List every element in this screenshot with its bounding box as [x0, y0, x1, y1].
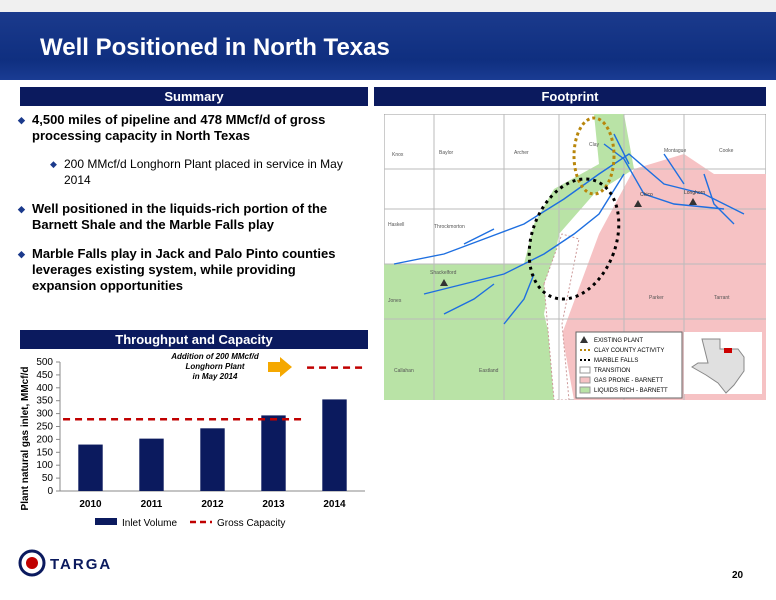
throughput-heading: Throughput and Capacity	[20, 330, 368, 349]
bar	[322, 399, 347, 491]
county-label: Clay	[589, 142, 600, 148]
legend-label: TRANSITION	[594, 368, 630, 374]
y-tick-label: 50	[42, 473, 54, 484]
annotation: Longhorn Plant	[185, 362, 244, 371]
annotation: Addition of 200 MMcf/d	[170, 352, 260, 361]
plant-label: Longhorn	[684, 190, 705, 196]
legend-swatch	[579, 386, 591, 394]
county-label: Callahan	[394, 368, 414, 374]
legend-swatch	[579, 366, 591, 374]
county-label: Tarrant	[714, 295, 730, 301]
map-legend-items: EXISTING PLANT CLAY COUNTY ACTIVITY MARBLE…	[579, 336, 668, 394]
legend-swatch	[95, 518, 117, 525]
y-tick-label: 0	[47, 486, 53, 497]
legend-swatch	[580, 336, 588, 343]
legend-label: GAS PRONE - BARNETT	[594, 378, 663, 384]
county-label: Shackelford	[430, 270, 457, 276]
county-label: Baylor	[439, 150, 454, 156]
marble-falls-outline	[527, 177, 621, 301]
legend-label: LIQUIDS RICH - BARNETT	[594, 388, 668, 394]
county-label: Eastland	[479, 368, 499, 374]
summary-list: 4,500 miles of pipeline and 478 MMcf/d o…	[18, 112, 348, 307]
pipelines	[393, 133, 745, 325]
bar	[200, 428, 225, 491]
y-tick-label: 200	[36, 434, 53, 445]
y-tick-label: 250	[36, 422, 53, 433]
sub-bullet-text: 200 MMcf/d Longhorn Plant placed in serv…	[64, 157, 343, 187]
bar	[139, 438, 164, 491]
bullet: Well positioned in the liquids-rich port…	[18, 201, 348, 233]
y-tick-label: 400	[36, 383, 53, 394]
plant-label: Chico	[640, 192, 653, 198]
x-tick-label: 2014	[323, 499, 346, 510]
county-label: Throckmorton	[434, 224, 465, 230]
y-tick-label: 350	[36, 396, 53, 407]
bullet-text: 4,500 miles of pipeline and 478 MMcf/d o…	[32, 112, 326, 143]
page-number: 20	[732, 570, 744, 581]
legend-swatch	[579, 376, 591, 384]
annotation: in May 2014	[193, 372, 238, 381]
legend-label: Inlet Volume	[122, 518, 177, 529]
inset-highlight	[724, 348, 732, 353]
bullet-text: Well positioned in the liquids-rich port…	[32, 201, 328, 232]
summary-heading: Summary	[20, 87, 368, 106]
map-legend	[575, 331, 683, 399]
bar	[261, 415, 286, 491]
x-tick-label: 2013	[262, 499, 285, 510]
legend-label: Gross Capacity	[217, 518, 285, 529]
annotation-arrow	[268, 357, 292, 377]
x-tick-label: 2012	[201, 499, 224, 510]
county-label: Knox	[392, 152, 404, 158]
y-tick-label: 500	[36, 357, 53, 368]
bullet-text: Marble Falls play in Jack and Palo Pinto…	[32, 246, 336, 293]
bar	[78, 444, 103, 491]
logo-dot	[26, 557, 38, 569]
title: Well Positioned in North Texas	[40, 34, 390, 61]
footprint-map: Knox Baylor Archer Clay Montague Cooke Haskell…	[384, 114, 766, 400]
y-tick-label: 300	[36, 409, 53, 420]
bullet: Marble Falls play in Jack and Palo Pinto…	[18, 246, 348, 294]
bullet: 4,500 miles of pipeline and 478 MMcf/d o…	[18, 112, 348, 188]
y-tick-label: 150	[36, 447, 53, 458]
footprint-heading: Footprint	[374, 87, 766, 106]
x-tick-label: 2010	[79, 499, 102, 510]
y-tick-label: 450	[36, 370, 53, 381]
county-label: Parker	[649, 295, 664, 301]
county-label: Archer	[514, 150, 529, 156]
sub-bullet: 200 MMcf/d Longhorn Plant placed in serv…	[50, 156, 348, 188]
liquids-rich-area	[384, 114, 634, 400]
county-label: Cooke	[719, 148, 734, 154]
transition-area	[543, 233, 580, 400]
legend-label: CLAY COUNTY ACTIVITY	[594, 348, 664, 354]
legend-label: EXISTING PLANT	[594, 338, 643, 344]
county-label: Haskell	[388, 222, 404, 228]
y-axis-label: Plant natural gas inlet, MMcf/d	[20, 367, 31, 511]
legend-label: MARBLE FALLS	[594, 358, 638, 364]
header: Well Positioned in North Texas	[0, 0, 776, 80]
x-tick-label: 2011	[141, 499, 163, 510]
y-tick-label: 100	[36, 460, 53, 471]
county-labels: Knox Baylor Archer Clay Montague Cooke Haskell…	[388, 142, 734, 374]
logo: TARGA	[18, 549, 112, 577]
clay-county-outline	[572, 116, 616, 196]
logo-text: TARGA	[50, 556, 112, 573]
county-label: Montague	[664, 148, 686, 154]
county-label: Jones	[388, 298, 402, 304]
